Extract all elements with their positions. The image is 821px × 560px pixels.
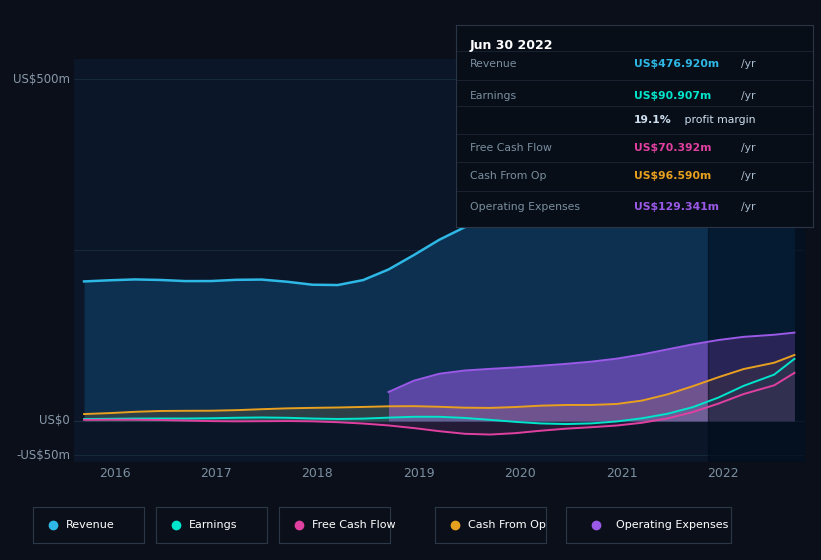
Text: Jun 30 2022: Jun 30 2022 — [470, 39, 553, 52]
Text: US$70.392m: US$70.392m — [635, 143, 712, 153]
Text: US$96.590m: US$96.590m — [635, 171, 712, 181]
Text: Revenue: Revenue — [67, 520, 115, 530]
Text: US$476.920m: US$476.920m — [635, 58, 719, 68]
Text: Free Cash Flow: Free Cash Flow — [470, 143, 552, 153]
Text: /yr: /yr — [741, 171, 756, 181]
Text: profit margin: profit margin — [681, 115, 755, 125]
Bar — [709, 59, 805, 462]
Text: /yr: /yr — [741, 143, 756, 153]
Text: Operating Expenses: Operating Expenses — [616, 520, 728, 530]
Text: Operating Expenses: Operating Expenses — [470, 202, 580, 212]
Text: US$0: US$0 — [39, 414, 71, 427]
Text: Cash From Op: Cash From Op — [469, 520, 546, 530]
Text: /yr: /yr — [741, 58, 756, 68]
Text: /yr: /yr — [741, 202, 756, 212]
Text: -US$50m: -US$50m — [16, 449, 71, 461]
Text: /yr: /yr — [741, 91, 756, 101]
Text: Earnings: Earnings — [470, 91, 517, 101]
Text: Free Cash Flow: Free Cash Flow — [312, 520, 396, 530]
Text: US$129.341m: US$129.341m — [635, 202, 719, 212]
Text: US$90.907m: US$90.907m — [635, 91, 712, 101]
Text: US$500m: US$500m — [13, 73, 71, 86]
Text: Cash From Op: Cash From Op — [470, 171, 547, 181]
Text: Revenue: Revenue — [470, 58, 517, 68]
Text: Earnings: Earnings — [190, 520, 238, 530]
Text: 19.1%: 19.1% — [635, 115, 672, 125]
